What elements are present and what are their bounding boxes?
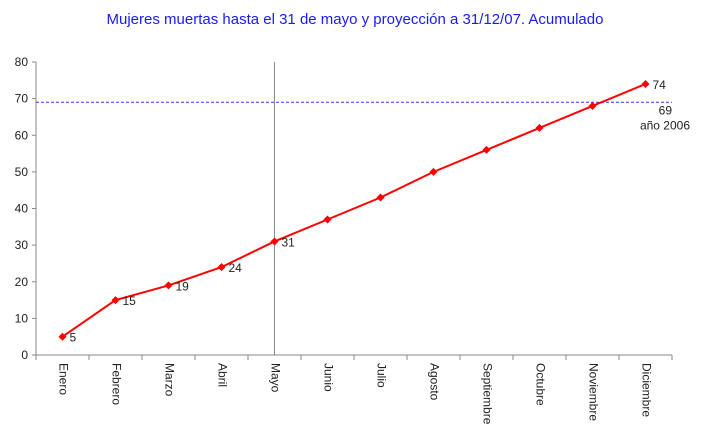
data-point-marker: [376, 193, 385, 202]
data-point-marker: [535, 123, 544, 132]
x-tick-label: Febrero: [109, 363, 123, 405]
y-tick-label: 80: [15, 55, 29, 69]
reference-line-year-label: año 2006: [640, 118, 690, 132]
reference-line-group: 69 año 2006: [36, 101, 690, 132]
data-point-marker: [58, 332, 67, 341]
y-tick-label: 20: [15, 275, 29, 289]
y-tick-label: 30: [15, 238, 29, 252]
data-point-marker: [164, 281, 173, 290]
y-tick-label: 60: [15, 128, 29, 142]
x-tick-label: Septiembre: [480, 363, 494, 425]
data-label: 31: [282, 235, 296, 249]
y-tick-label: 0: [21, 348, 28, 362]
series-group: 5 15 19 24 31 74: [58, 78, 667, 345]
data-point-marker: [323, 215, 332, 224]
data-point-marker: [270, 237, 279, 246]
x-tick-label: Enero: [56, 363, 70, 395]
data-point-marker: [641, 79, 650, 88]
data-label: 24: [229, 261, 243, 275]
x-tick-label: Agosto: [427, 363, 441, 401]
axes: 0 10 20 30 40 50 60 70 80 Enero Febrero Marzo Abril M…: [15, 55, 673, 425]
data-point-marker: [482, 145, 491, 154]
x-tick-label: Julio: [374, 363, 388, 388]
series-line: [61, 83, 646, 338]
data-point-marker: [588, 101, 597, 110]
data-label: 19: [176, 279, 190, 293]
data-label: 15: [123, 294, 137, 308]
x-tick-label: Abril: [215, 363, 229, 387]
y-tick-label: 70: [15, 92, 29, 106]
y-tick-label: 50: [15, 165, 29, 179]
x-tick-label: Mayo: [268, 363, 282, 393]
data-point-marker: [429, 167, 438, 176]
reference-line-value-label: 69: [659, 103, 673, 117]
y-tick-label: 10: [15, 311, 29, 325]
x-tick-label: Noviembre: [586, 363, 600, 421]
data-point-marker: [111, 296, 120, 305]
x-tick-label: Marzo: [162, 363, 176, 397]
chart-title: Mujeres muertas hasta el 31 de mayo y pr…: [107, 11, 604, 28]
y-tick-label: 40: [15, 202, 29, 216]
x-tick-label: Junio: [321, 363, 335, 392]
data-label: 74: [653, 78, 667, 92]
data-point-marker: [217, 263, 226, 272]
data-label: 5: [70, 331, 77, 345]
x-tick-label: Octubre: [533, 363, 547, 406]
x-tick-label: Diciembre: [639, 363, 653, 417]
